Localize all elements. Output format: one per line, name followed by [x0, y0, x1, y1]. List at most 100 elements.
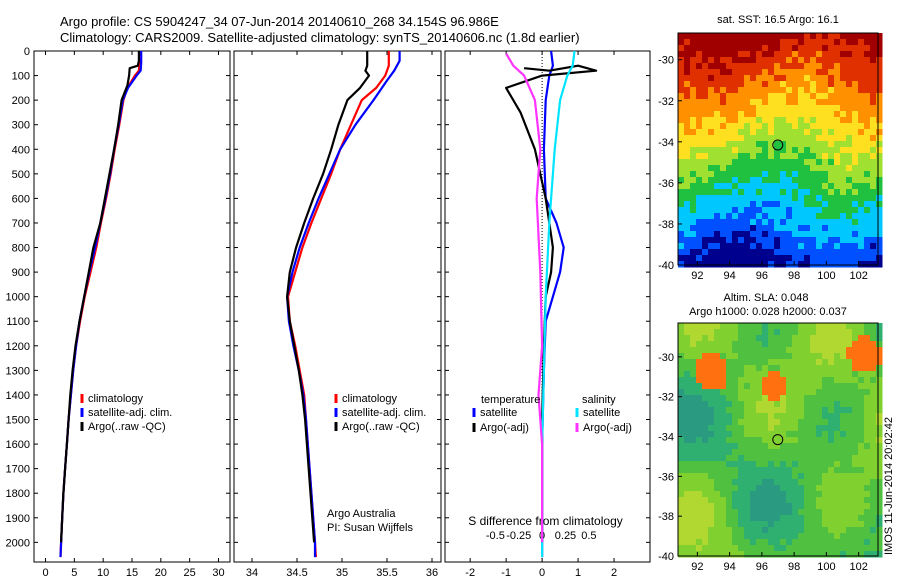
map-cell — [864, 105, 871, 112]
map-cell — [780, 527, 787, 534]
map-cell — [732, 225, 739, 232]
map-cell — [858, 425, 865, 432]
map-cell — [804, 219, 811, 226]
map-cell — [720, 45, 727, 52]
map-cell — [852, 437, 859, 444]
map-cell — [816, 329, 823, 336]
map-cell — [738, 449, 745, 456]
map-cell — [744, 539, 751, 546]
map-cell — [738, 159, 745, 166]
map-cell — [756, 147, 763, 154]
map-cell — [846, 39, 853, 46]
map-cell — [822, 105, 829, 112]
map-cell — [792, 171, 799, 178]
map-cell — [864, 39, 871, 46]
map-cell — [720, 93, 727, 100]
map-cell — [696, 201, 703, 208]
map-cell — [678, 201, 685, 208]
map-cell — [852, 81, 859, 88]
map-cell — [738, 503, 745, 510]
map-cell — [696, 365, 703, 372]
map-cell — [696, 195, 703, 202]
map-cell — [678, 237, 685, 244]
map-cell — [798, 401, 805, 408]
map-cell — [690, 51, 697, 58]
map-cell — [684, 509, 691, 516]
map-cell — [840, 539, 847, 546]
map-cell — [750, 243, 757, 250]
map-cell — [702, 117, 709, 124]
map-cell — [816, 75, 823, 82]
map-cell — [852, 539, 859, 546]
map-cell — [732, 371, 739, 378]
map-cell — [822, 63, 829, 70]
map-cell — [732, 87, 739, 94]
map-cell — [708, 323, 715, 330]
map-cell — [756, 425, 763, 432]
map-cell — [720, 455, 727, 462]
map-cell — [828, 75, 835, 82]
map-cell — [708, 527, 715, 534]
map-cell — [738, 413, 745, 420]
map-cell — [690, 335, 697, 342]
map-cell — [774, 165, 781, 172]
map-cell — [696, 335, 703, 342]
map-cell — [786, 117, 793, 124]
map-cell — [696, 207, 703, 214]
map-cell — [708, 153, 715, 160]
map-cell — [864, 371, 871, 378]
map-cell — [768, 213, 775, 220]
map-cell — [804, 353, 811, 360]
map-cell — [738, 407, 745, 414]
map-cell — [738, 171, 745, 178]
map-cell — [768, 33, 775, 40]
map-cell — [738, 347, 745, 354]
map-cell — [768, 87, 775, 94]
map-cell — [702, 479, 709, 486]
map-cell — [690, 425, 697, 432]
map-cell — [762, 195, 769, 202]
map-cell — [828, 365, 835, 372]
map-cell — [834, 467, 841, 474]
map-cell — [678, 159, 685, 166]
map-cell — [774, 491, 781, 498]
map-cell — [690, 111, 697, 118]
map-cell — [828, 57, 835, 64]
map-cell — [738, 93, 745, 100]
top-tick-label: 0.5 — [581, 530, 596, 542]
map-cell — [870, 437, 877, 444]
map-cell — [798, 473, 805, 480]
map-cell — [840, 353, 847, 360]
map-cell — [810, 329, 817, 336]
map-cell — [840, 425, 847, 432]
map-cell — [732, 207, 739, 214]
map-cell — [804, 509, 811, 516]
map-cell — [846, 497, 853, 504]
map-cell — [696, 395, 703, 402]
map-cell — [738, 533, 745, 540]
map-cell — [816, 437, 823, 444]
map-cell — [858, 183, 865, 190]
map-cell — [816, 497, 823, 504]
map-cell — [804, 213, 811, 220]
map-cell — [714, 135, 721, 142]
y-tick-label: 1200 — [6, 341, 30, 353]
map-cell — [834, 195, 841, 202]
map-cell — [798, 213, 805, 220]
map-cell — [822, 129, 829, 136]
map-cell — [690, 249, 697, 256]
map-cell — [834, 503, 841, 510]
map-cell — [870, 383, 877, 390]
map-cell — [864, 461, 871, 468]
map-cell — [756, 461, 763, 468]
map-cell — [678, 521, 685, 528]
map-subtitle: Argo h1000: 0.028 h2000: 0.037 — [689, 306, 847, 318]
map-cell — [690, 491, 697, 498]
map-cell — [798, 431, 805, 438]
map-cell — [708, 141, 715, 148]
map-cell — [786, 551, 793, 558]
map-cell — [720, 225, 727, 232]
map-cell — [762, 329, 769, 336]
map-cell — [798, 225, 805, 232]
y-tick-label: -34 — [658, 137, 674, 149]
